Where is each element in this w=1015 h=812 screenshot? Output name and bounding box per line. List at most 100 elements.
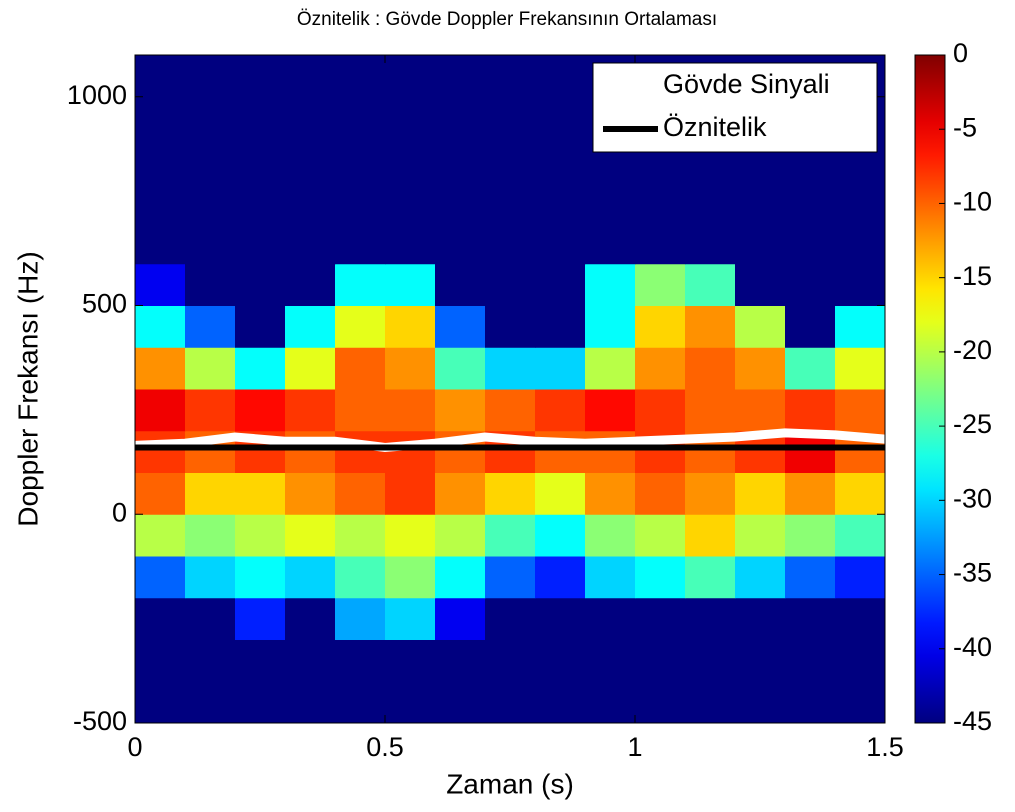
colorbar <box>914 54 946 724</box>
heatmap-cell <box>185 681 236 724</box>
heatmap-cell <box>235 55 286 98</box>
heatmap-cell <box>285 222 336 265</box>
heatmap-cell <box>385 305 436 348</box>
heatmap-cell <box>635 472 686 515</box>
heatmap-cell <box>135 305 186 348</box>
heatmap-cell <box>735 222 786 265</box>
heatmap-cell <box>135 96 186 139</box>
heatmap-cell <box>185 263 236 306</box>
y-tick-label: -500 <box>73 706 127 736</box>
heatmap-cell <box>785 263 836 306</box>
heatmap-cell <box>135 263 186 306</box>
heatmap-cell <box>635 556 686 599</box>
heatmap-cell <box>435 472 486 515</box>
heatmap-cell <box>285 681 336 724</box>
heatmap-cell <box>385 430 436 473</box>
heatmap-cell <box>285 389 336 432</box>
heatmap-cell <box>485 556 536 599</box>
heatmap-cell <box>285 639 336 682</box>
y-tick-label: 0 <box>112 497 127 527</box>
heatmap-cell <box>485 138 536 181</box>
heatmap-cell <box>735 639 786 682</box>
heatmap-cell <box>235 263 286 306</box>
heatmap-cell <box>485 55 536 98</box>
heatmap-cell <box>635 222 686 265</box>
heatmap-cell <box>485 514 536 557</box>
heatmap-cell <box>635 681 686 724</box>
heatmap-cell <box>485 472 536 515</box>
heatmap-cell <box>185 514 236 557</box>
heatmap-cell <box>535 681 586 724</box>
heatmap-cell <box>135 430 186 473</box>
heatmap-cell <box>335 55 386 98</box>
colorbar-tick-label: -15 <box>953 261 992 291</box>
heatmap-cell <box>635 597 686 640</box>
colorbar-tick-label: -35 <box>953 558 992 588</box>
heatmap-cell <box>635 263 686 306</box>
heatmap-cell <box>735 681 786 724</box>
heatmap-cell <box>335 263 386 306</box>
heatmap-cell <box>535 556 586 599</box>
heatmap-cell <box>385 389 436 432</box>
colorbar-tick-label: -40 <box>953 632 992 662</box>
heatmap-cell <box>285 472 336 515</box>
heatmap-cell <box>435 138 486 181</box>
heatmap-cell <box>685 305 736 348</box>
heatmap-cell <box>835 472 886 515</box>
heatmap-cell <box>385 514 436 557</box>
colorbar-tick-label: -30 <box>953 483 992 513</box>
heatmap-cell <box>385 263 436 306</box>
heatmap-cell <box>235 389 286 432</box>
heatmap-cell <box>835 263 886 306</box>
heatmap-cell <box>585 597 636 640</box>
legend-label: Gövde Sinyali <box>663 69 830 99</box>
heatmap-cell <box>735 597 786 640</box>
heatmap-cell <box>135 597 186 640</box>
heatmap-cell <box>635 639 686 682</box>
heatmap-cell <box>185 138 236 181</box>
heatmap-cell <box>235 305 286 348</box>
heatmap-cell <box>185 222 236 265</box>
x-tick-label: 0.5 <box>366 732 404 762</box>
heatmap-cell <box>585 514 636 557</box>
heatmap-cell <box>385 597 436 640</box>
heatmap-cell <box>485 180 536 223</box>
heatmap-cell <box>285 514 336 557</box>
heatmap-cell <box>785 514 836 557</box>
heatmap-cell <box>685 681 736 724</box>
heatmap-cell <box>335 681 386 724</box>
heatmap-cell <box>785 222 836 265</box>
heatmap-cell <box>135 180 186 223</box>
heatmap-cell <box>335 222 386 265</box>
heatmap-cell <box>335 430 386 473</box>
heatmap-cell <box>685 556 736 599</box>
heatmap-cell <box>685 472 736 515</box>
heatmap-cell <box>435 597 486 640</box>
heatmap-cell <box>685 514 736 557</box>
legend-label: Öznitelik <box>663 112 767 142</box>
heatmap-cell <box>485 305 536 348</box>
heatmap-cell <box>685 639 736 682</box>
x-axis-label: Zaman (s) <box>446 768 574 799</box>
heatmap-cell <box>185 639 236 682</box>
heatmap-cell <box>785 305 836 348</box>
heatmap-cell <box>435 556 486 599</box>
heatmap-cell <box>585 305 636 348</box>
plot-frame <box>134 54 886 724</box>
heatmap-cell <box>385 180 436 223</box>
heatmap-cell <box>485 222 536 265</box>
heatmap-cell <box>135 389 186 432</box>
heatmap-cell <box>385 222 436 265</box>
heatmap-cell <box>685 180 736 223</box>
heatmap-cell <box>235 96 286 139</box>
heatmap-cell <box>335 389 386 432</box>
heatmap-cell <box>735 514 786 557</box>
x-tick-label: 1 <box>627 732 642 762</box>
heatmap-cell <box>485 347 536 390</box>
heatmap-cell <box>835 556 886 599</box>
heatmap-cell <box>535 55 586 98</box>
heatmap-cell <box>485 639 536 682</box>
heatmap-cell <box>835 180 886 223</box>
heatmap-cell <box>585 472 636 515</box>
heatmap-cell <box>285 556 336 599</box>
